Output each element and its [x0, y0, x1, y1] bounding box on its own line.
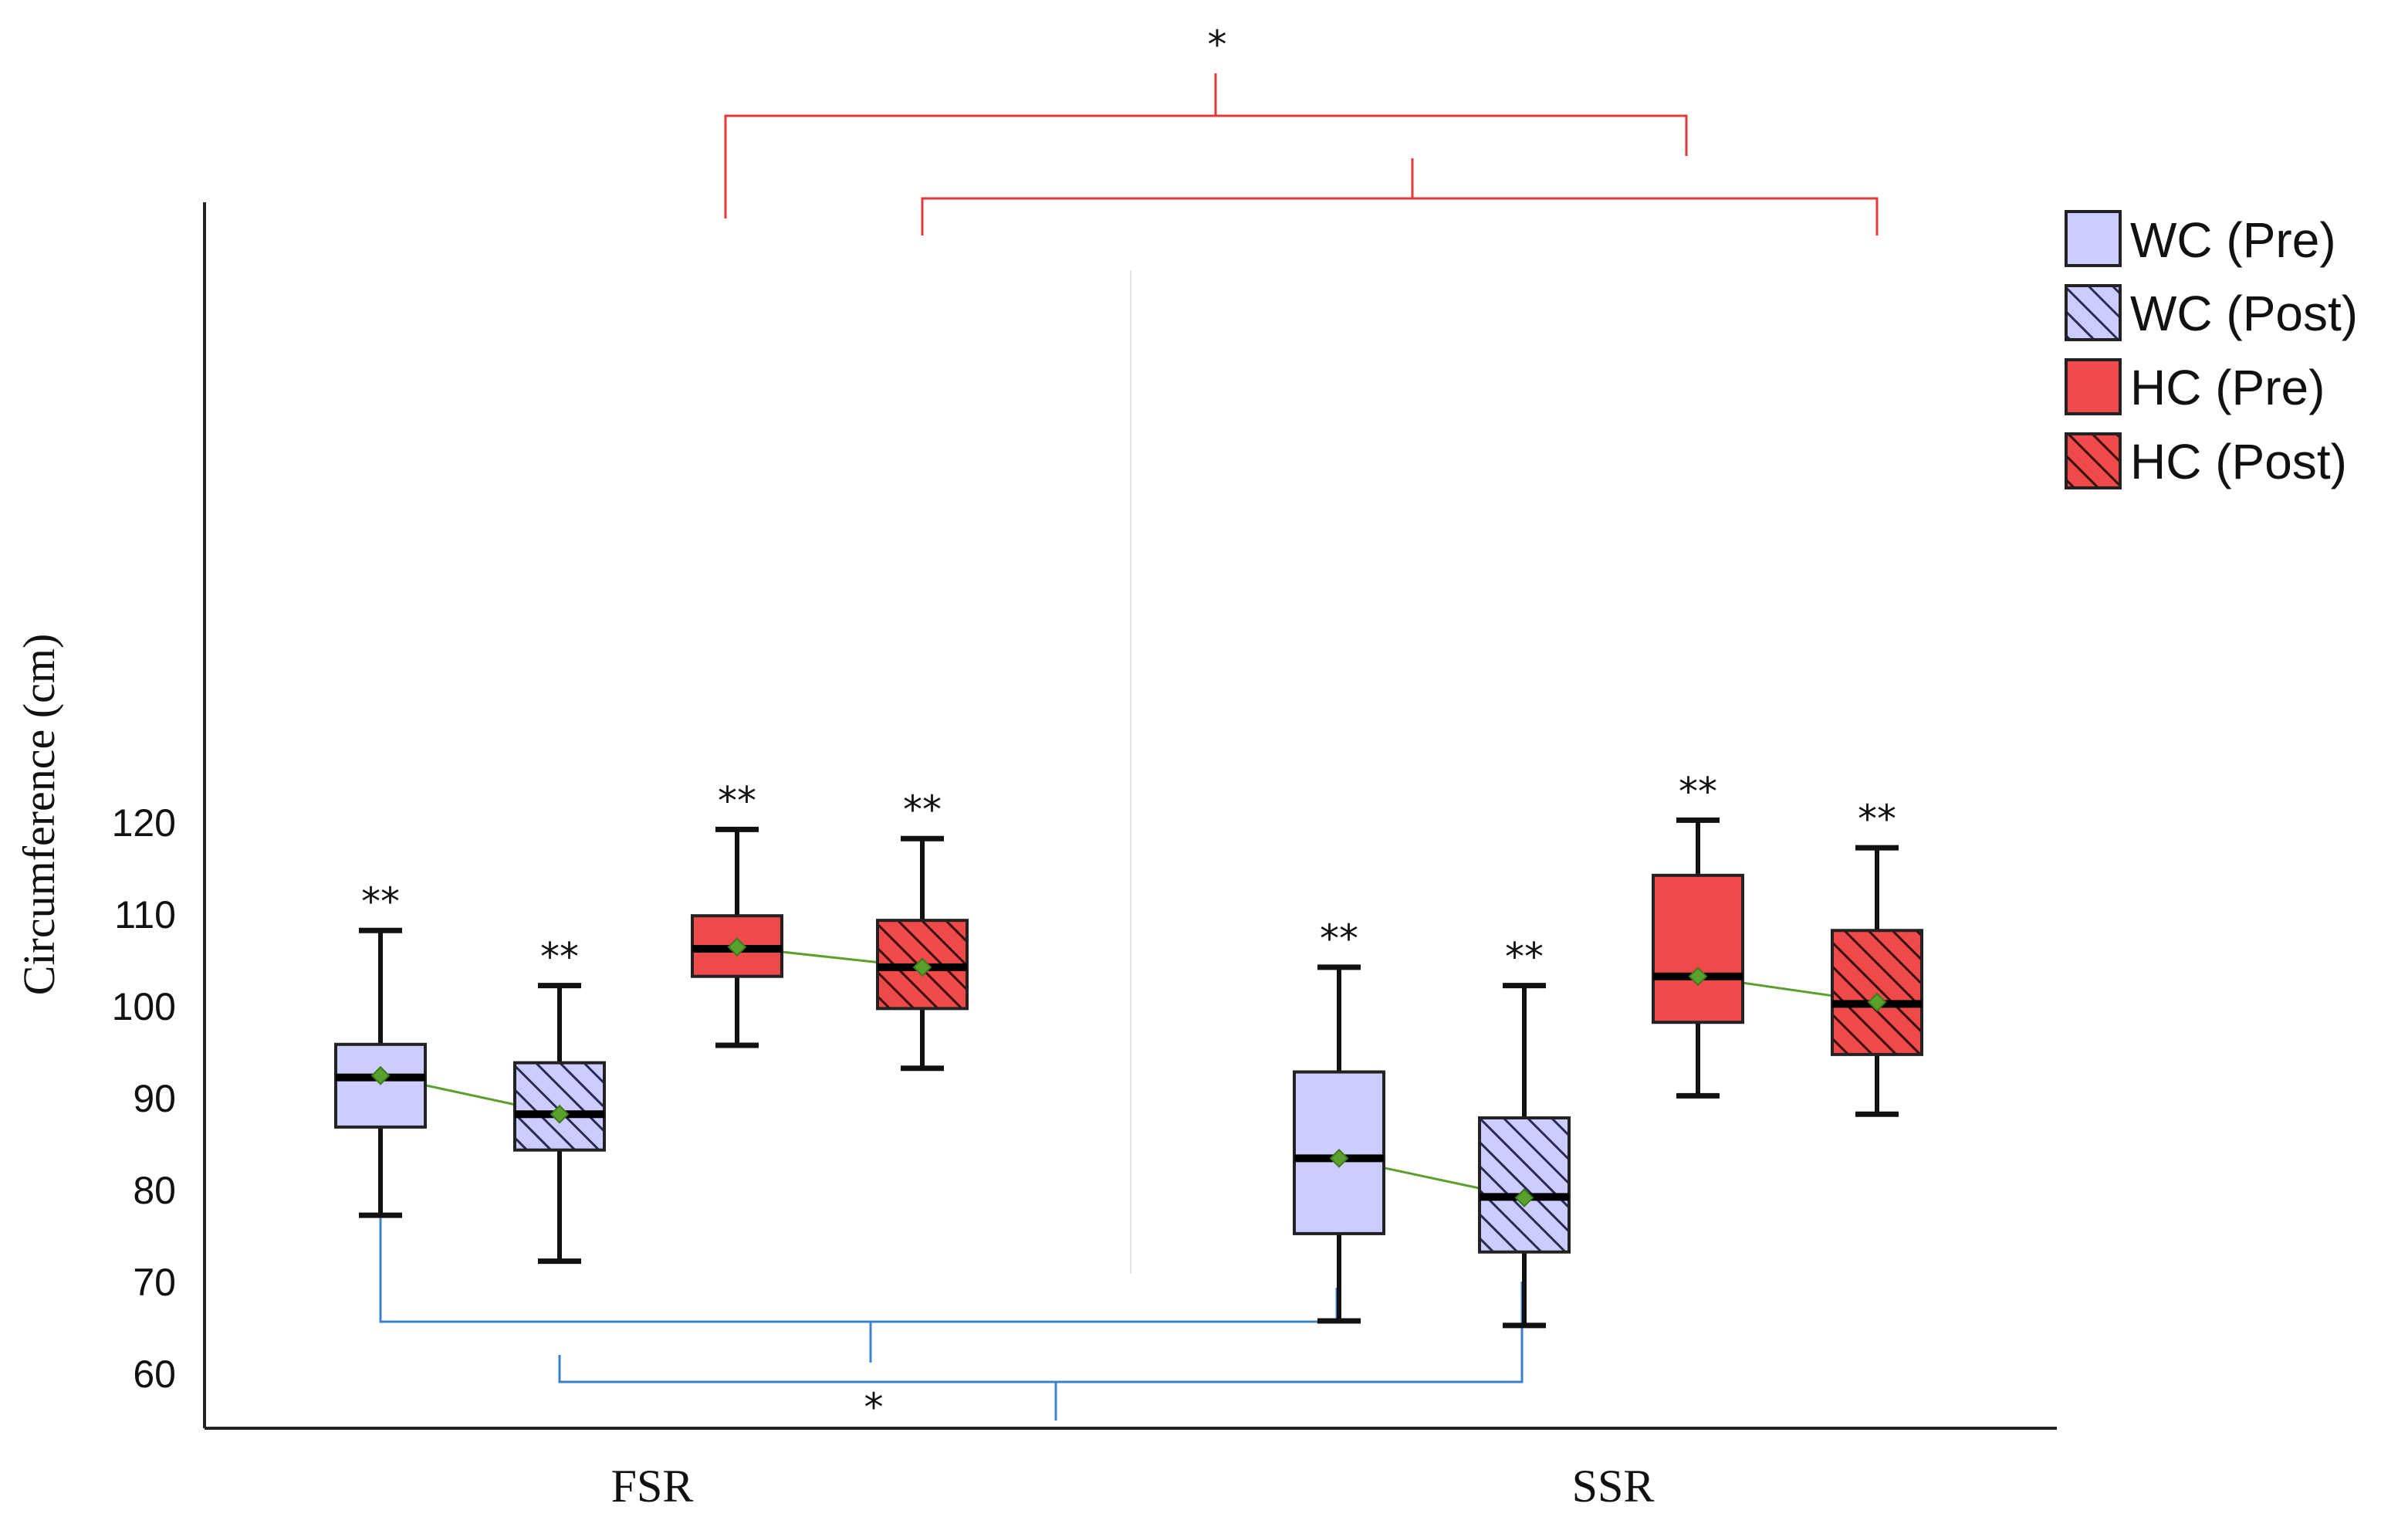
y-tick-label-100: 100	[112, 985, 176, 1028]
legend-label-hc-post: HC (Post)	[2130, 434, 2347, 489]
box-hc-pre-ssr	[1652, 873, 1744, 1024]
hc-bracket-post	[921, 158, 1879, 235]
legend-swatch-wc-pre	[2065, 210, 2122, 267]
x-category-label-fsr: FSR	[611, 1461, 694, 1512]
significance-marker-wc-pre-ssr: **	[1320, 916, 1358, 961]
legend-label-hc-pre: HC (Pre)	[2130, 360, 2325, 415]
x-category-label-ssr: SSR	[1572, 1461, 1655, 1512]
y-tick-label-110: 110	[114, 893, 176, 936]
significance-marker-wc-post-ssr: **	[1505, 935, 1544, 980]
mean-marker-wc-post-fsr	[550, 1104, 570, 1124]
mean-marker-hc-post-fsr	[912, 957, 932, 977]
y-tick-label-80: 80	[133, 1169, 176, 1212]
wc-bracket-post	[558, 1282, 1524, 1421]
legend-swatch-hc-pre	[2065, 358, 2122, 415]
legend: WC (Pre) WC (Post) HC (Pre) HC (Post)	[2065, 210, 2358, 489]
mean-marker-wc-post-ssr	[1514, 1188, 1534, 1207]
y-tick-label-60: 60	[133, 1353, 176, 1396]
significance-marker-hc-post-ssr: **	[1858, 797, 1896, 841]
mean-marker-wc-pre-ssr	[1329, 1148, 1349, 1168]
significance-marker-hc-pre-ssr: **	[1679, 769, 1717, 814]
legend-label-wc-post: WC (Post)	[2130, 286, 2358, 341]
legend-label-wc-pre: WC (Pre)	[2130, 212, 2336, 268]
mean-marker-wc-pre-fsr	[370, 1065, 391, 1085]
mean-marker-hc-pre-fsr	[727, 937, 747, 957]
box-wc-pre-fsr	[334, 1042, 427, 1129]
y-tick-labels: 60 70 80 90 100 110 120	[112, 801, 176, 1396]
significance-marker-hc-pre-fsr: **	[718, 778, 756, 823]
legend-swatch-hc-post	[2065, 432, 2122, 489]
hc-bracket-star: *	[1208, 22, 1227, 67]
y-tick-label-120: 120	[112, 801, 176, 845]
significance-marker-wc-post-fsr: **	[540, 935, 579, 980]
legend-swatch-wc-post	[2065, 284, 2122, 341]
y-axis-title: Circumference (cm)	[14, 634, 64, 996]
boxes-layer: ** ** ** ** ** ** ** **	[334, 769, 1923, 1329]
box-hc-post-ssr	[1831, 929, 1923, 1056]
y-tick-label-90: 90	[133, 1077, 176, 1120]
mean-marker-hc-pre-ssr	[1688, 967, 1708, 987]
hc-bracket-pre	[724, 73, 1688, 218]
wc-bracket-star: *	[864, 1385, 884, 1430]
box-wc-post-ssr	[1478, 1116, 1571, 1254]
mean-marker-hc-post-ssr	[1867, 992, 1887, 1012]
significance-marker-wc-pre-fsr: **	[361, 879, 400, 924]
y-tick-label-70: 70	[133, 1261, 176, 1304]
significance-marker-hc-post-fsr: **	[903, 787, 942, 832]
